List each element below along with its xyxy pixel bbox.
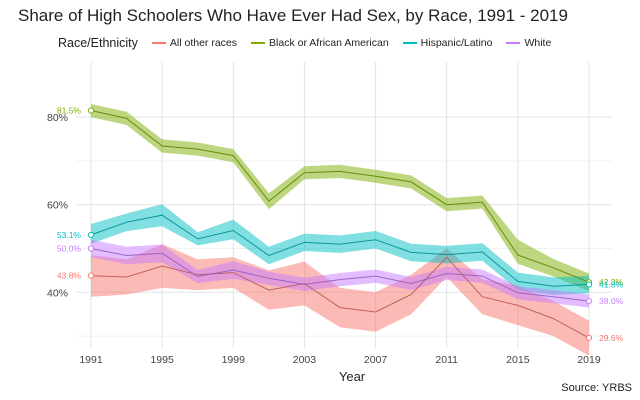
start-point-2 [87,231,95,239]
x-tick-label: 2011 [435,354,458,366]
legend-item-black: Black or African American [251,37,389,49]
legend-key-white [506,42,521,44]
x-tick-label: 2015 [506,354,530,366]
confidence-band-1 [91,104,589,291]
start-point-0 [87,272,95,279]
start-point-1 [87,107,95,114]
source-note: Source: YRBS [561,382,632,394]
chart-title: Share of High Schoolers Who Have Ever Ha… [18,6,568,25]
start-label-0: 43.8% [57,271,82,281]
series-line-0 [90,256,590,339]
legend-key-all-other-races [151,42,166,44]
legend-item-white: White [506,37,551,49]
confidence-band-3 [91,239,589,308]
legend-title: Race/Ethnicity [58,36,138,50]
legend-key-black [251,42,266,44]
legend: Race/Ethnicity All other races Black or … [58,36,551,50]
series-line-3 [90,248,590,302]
end-point-3 [585,297,593,305]
end-point-2 [585,281,593,288]
x-tick-label: 1991 [79,354,103,366]
legend-label-white: White [524,37,552,49]
end-point-0 [585,334,593,341]
legend-label-black: Black or African American [269,37,389,49]
x-tick-label: 1995 [150,354,174,366]
legend-item-all-other-races: All other races [151,37,238,49]
start-label-1: 81.5% [57,106,82,116]
y-tick-label: 80% [47,112,68,124]
legend-label-all-other-races: All other races [169,37,238,49]
x-tick-label: 1999 [222,354,246,366]
series-line-2 [90,214,590,287]
start-label-3: 50.0% [57,244,82,254]
x-tick-label: 2003 [293,354,317,366]
y-tick-label: 60% [47,200,68,212]
end-label-1: 42.3% [599,277,624,287]
x-tick-label: 2007 [364,354,388,366]
confidence-band-2 [91,204,589,295]
end-label-0: 29.6% [599,333,624,343]
x-axis-title: Year [339,369,366,384]
series-line-1 [90,110,590,283]
x-tick-label: 2019 [577,354,601,366]
legend-key-hispanic [402,42,417,44]
start-point-3 [87,245,95,252]
end-label-3: 38.0% [599,296,624,306]
legend-label-hispanic: Hispanic/Latino [420,37,493,49]
end-label-2: 41.8% [599,279,624,289]
start-label-2: 53.1% [57,230,82,240]
y-tick-label: 40% [47,287,68,299]
legend-item-hispanic: Hispanic/Latino [402,37,493,49]
